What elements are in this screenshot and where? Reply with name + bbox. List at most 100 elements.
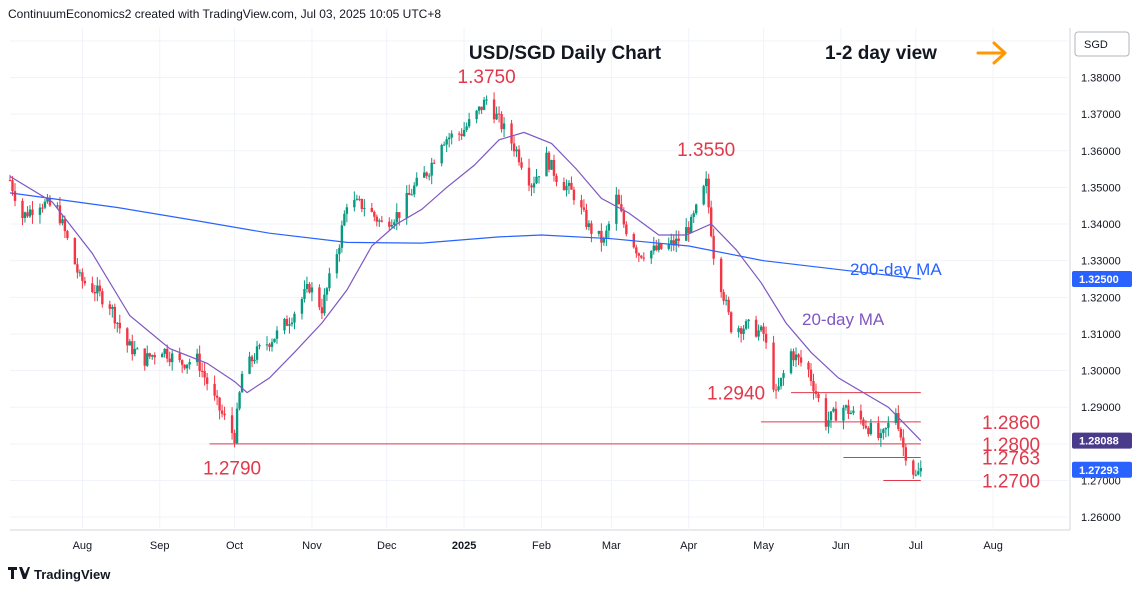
candle-body — [807, 362, 810, 370]
candle-body — [652, 245, 655, 251]
candle-body — [809, 369, 813, 381]
x-tick-label: Aug — [983, 540, 1003, 552]
candle-body — [166, 348, 169, 359]
candle-body — [363, 207, 366, 209]
candle-body — [335, 254, 339, 274]
candle-body — [268, 344, 271, 347]
candle-body — [265, 344, 269, 346]
candle-body — [772, 342, 775, 390]
candle-body — [161, 353, 164, 358]
candle-body — [308, 283, 311, 293]
candle-body — [48, 198, 52, 206]
price-axis[interactable]: 1.260001.270001.280001.290001.300001.310… — [1074, 31, 1130, 524]
tradingview-logo[interactable]: TradingView — [8, 567, 110, 582]
x-tick-label: Oct — [226, 540, 243, 552]
candle-body — [63, 219, 67, 232]
candle-body — [814, 391, 818, 395]
candle-body — [527, 167, 531, 186]
candle-body — [620, 204, 623, 212]
candle-body — [248, 356, 251, 374]
candle-body — [146, 353, 149, 366]
candle-body — [777, 386, 780, 390]
x-tick-label: Jun — [832, 540, 850, 552]
candle-body — [712, 236, 715, 259]
candle-body — [136, 348, 139, 350]
candle-body — [495, 113, 498, 120]
candle-body — [779, 377, 783, 387]
right-arrow-icon — [976, 41, 1007, 65]
candle-body — [587, 223, 591, 227]
candle-body — [520, 162, 523, 168]
candle-body — [353, 199, 356, 208]
candle-body — [510, 123, 513, 144]
candle-body — [552, 159, 556, 176]
candle-body — [58, 205, 62, 224]
candle-body — [702, 186, 705, 205]
candle-body — [355, 198, 359, 200]
candle-body — [143, 348, 146, 366]
x-tick-label: Jul — [909, 540, 923, 552]
level-annotation: 1.2940 — [707, 384, 765, 405]
candle-body — [637, 253, 641, 256]
candle-body — [719, 258, 723, 293]
candle-body — [480, 106, 483, 110]
candle-body — [255, 346, 259, 360]
candle-body — [690, 216, 693, 234]
candle-body — [28, 209, 32, 217]
candle-body — [413, 185, 416, 195]
candle-body — [794, 354, 798, 361]
candle-body — [754, 319, 758, 337]
y-tick-label: 1.37000 — [1081, 109, 1121, 121]
candle-body — [46, 198, 49, 202]
arrow-head — [992, 41, 1007, 65]
candle-body — [467, 119, 471, 127]
tradingview-logo-icon — [8, 567, 30, 582]
candle-body — [692, 213, 695, 217]
candle-body — [879, 433, 883, 438]
candle-body — [83, 280, 87, 284]
candle-body — [56, 205, 59, 207]
y-tick-label: 1.30000 — [1081, 366, 1121, 378]
candle-body — [497, 113, 501, 115]
candle-body — [545, 152, 548, 177]
candle-body — [323, 294, 326, 314]
candle-body — [834, 408, 838, 421]
candle-body — [782, 373, 785, 378]
candle-body — [757, 330, 760, 337]
candle-body — [894, 413, 898, 423]
candle-body — [550, 159, 553, 170]
level-annotation: 1.2790 — [203, 459, 261, 480]
candle-body — [8, 180, 12, 182]
candle-body — [642, 257, 646, 259]
candle-body — [432, 162, 436, 164]
candle-body — [395, 212, 398, 223]
time-axis[interactable]: Aug Sep Oct Nov Dec 2025 Feb Mar Apr May Jun Jul Aug — [73, 540, 1003, 552]
candle-body — [704, 178, 708, 187]
candle-body — [685, 227, 688, 241]
candle-body — [572, 189, 576, 201]
price-badges: 1.32500 1.28088 1.27293 — [1072, 271, 1132, 478]
candle-body — [849, 412, 853, 414]
chart-subtitle: 1-2 day view — [825, 43, 937, 64]
candle-body — [151, 355, 154, 357]
price-badge-label: 1.28088 — [1079, 436, 1119, 448]
candle-body — [899, 428, 903, 438]
candle-body — [605, 230, 608, 239]
candle-body — [235, 408, 239, 444]
candle-body — [650, 250, 653, 259]
candle-body — [300, 299, 304, 314]
candle-body — [230, 415, 234, 433]
candle-body — [742, 328, 745, 334]
candle-body — [912, 460, 915, 475]
candle-body — [305, 283, 309, 290]
candle-body — [378, 220, 381, 222]
candle-body — [897, 413, 900, 429]
candle-body — [325, 288, 329, 295]
x-tick-label: Dec — [377, 540, 397, 552]
candle-body — [914, 474, 917, 476]
x-tick-label: Feb — [532, 540, 551, 552]
tradingview-brand: TradingView — [34, 567, 111, 582]
candle-body — [562, 181, 566, 191]
candle-body — [532, 183, 536, 188]
